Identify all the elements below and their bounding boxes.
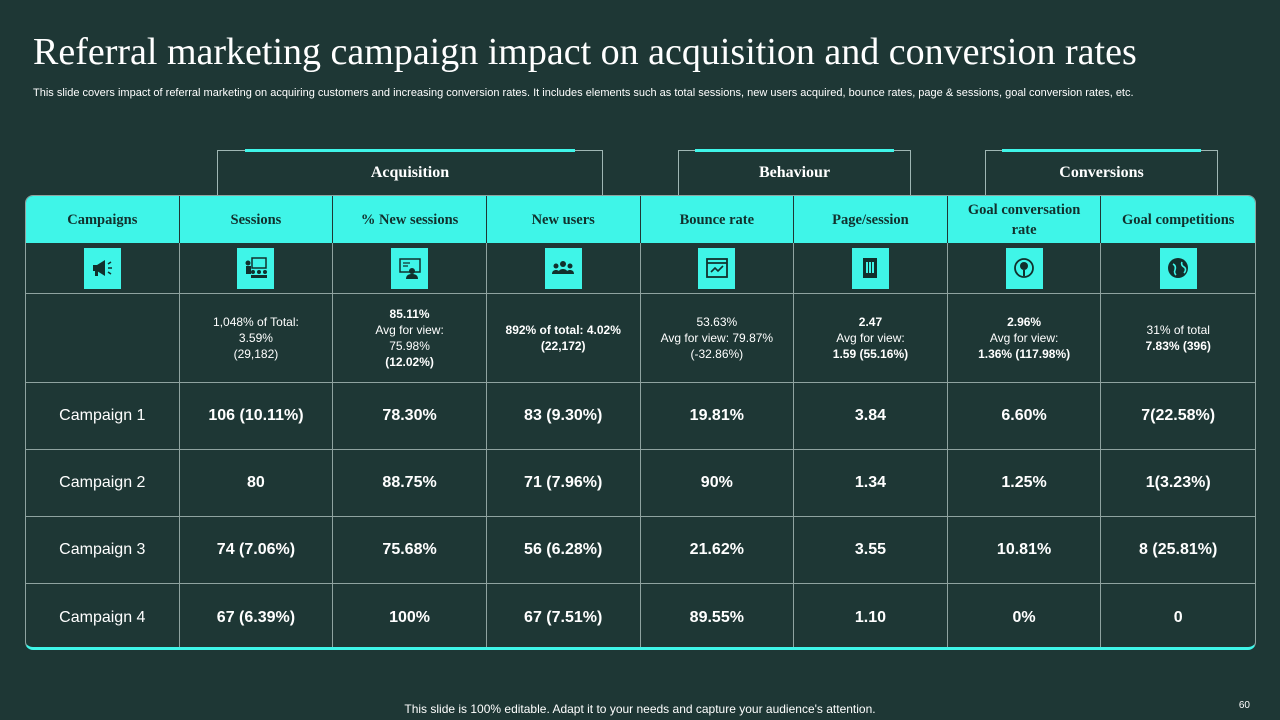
bounce-rate-value: 89.55% [641, 584, 795, 647]
browser-icon [698, 247, 736, 289]
table-row: Campaign 1 106 (10.11%) 78.30% 83 (9.30%… [26, 383, 1255, 450]
new-sessions-value: 88.75% [333, 450, 487, 516]
campaign-name: Campaign 2 [26, 450, 180, 516]
bounce-rate-value: 19.81% [641, 383, 795, 449]
slide-subtitle: This slide covers impact of referral mar… [33, 87, 1134, 99]
summary-new-sessions: 85.11% Avg for view: 75.98% (12.02%) [333, 294, 487, 382]
user-screen-icon [391, 247, 429, 289]
group-conversions: Conversions [985, 149, 1218, 195]
new-sessions-value: 100% [333, 584, 487, 647]
header-page-session: Page/session [794, 196, 948, 243]
bounce-rate-value: 90% [641, 450, 795, 516]
header-new-sessions: % New sessions [333, 196, 487, 243]
sessions-value: 67 (6.39%) [180, 584, 334, 647]
campaign-name: Campaign 4 [26, 584, 180, 647]
sessions-value: 80 [180, 450, 334, 516]
campaign-name: Campaign 1 [26, 383, 180, 449]
table-row: Campaign 3 74 (7.06%) 75.68% 56 (6.28%) … [26, 517, 1255, 584]
campaign-name: Campaign 3 [26, 517, 180, 583]
goal-completions-value: 1(3.23%) [1145, 474, 1211, 491]
header-sessions: Sessions [180, 196, 334, 243]
slide-title: Referral marketing campaign impact on ac… [33, 31, 1137, 73]
page-session-value: 3.55 [794, 517, 948, 583]
goal-completions-value: 0 [1173, 608, 1183, 626]
summary-new-users: 892% of total: 4.02% (22,172) [487, 294, 641, 382]
team-icon [544, 247, 582, 289]
page-session-value: 3.84 [794, 383, 948, 449]
new-sessions-value: 75.68% [333, 517, 487, 583]
page-number: 60 [1238, 700, 1250, 711]
summary-row: 1,048% of Total: 3.59% (29,182) 85.11% Avg … [26, 294, 1255, 383]
header-row: Campaigns Sessions % New sessions New us… [26, 196, 1255, 243]
goal-conversion-value: 1.25% [948, 450, 1102, 516]
globe-icon [1159, 247, 1197, 289]
goal-conversion-value: 0% [948, 584, 1102, 647]
goal-conversion-value: 6.60% [948, 383, 1102, 449]
group-behaviour: Behaviour [678, 149, 911, 195]
summary-campaigns [26, 294, 180, 382]
new-users-value: 71 (7.96%) [487, 450, 641, 516]
page-session-value: 1.10 [794, 584, 948, 647]
header-new-users: New users [487, 196, 641, 243]
group-acquisition: Acquisition [217, 149, 603, 195]
new-users-value: 56 (6.28%) [487, 517, 641, 583]
summary-page-session: 2.47 Avg for view: 1.59 (55.16%) [794, 294, 948, 382]
goal-completions-value: 8 (25.81%) [1139, 541, 1218, 558]
summary-sessions: 1,048% of Total: 3.59% (29,182) [180, 294, 334, 382]
presentation-icon [237, 247, 275, 289]
sessions-value: 106 (10.11%) [180, 383, 334, 449]
icon-row [26, 243, 1255, 294]
footer-note: This slide is 100% editable. Adapt it to… [404, 702, 876, 716]
summary-goal-completions: 31% of total 7.83% (396) [1145, 323, 1211, 353]
table-row: Campaign 4 67 (6.39%) 100% 67 (7.51%) 89… [26, 584, 1255, 647]
header-goal-completions: Goal competitions [1122, 211, 1235, 228]
new-users-value: 83 (9.30%) [487, 383, 641, 449]
new-sessions-value: 78.30% [333, 383, 487, 449]
megaphone-icon [83, 247, 121, 289]
goal-completions-value: 7(22.58%) [1141, 407, 1216, 424]
table-row: Campaign 2 80 88.75% 71 (7.96%) 90% 1.34… [26, 450, 1255, 517]
header-bounce-rate: Bounce rate [641, 196, 795, 243]
header-campaigns: Campaigns [26, 196, 180, 243]
new-users-value: 67 (7.51%) [487, 584, 641, 647]
metrics-table: Campaigns Sessions % New sessions New us… [25, 195, 1256, 650]
document-icon [851, 247, 889, 289]
header-goal-conversion: Goal conversation rate [948, 196, 1102, 243]
goal-conversion-value: 10.81% [948, 517, 1102, 583]
summary-bounce-rate: 53.63% Avg for view: 79.87% (-32.86%) [641, 294, 795, 382]
sessions-value: 74 (7.06%) [180, 517, 334, 583]
bounce-rate-value: 21.62% [641, 517, 795, 583]
page-session-value: 1.34 [794, 450, 948, 516]
summary-goal-conversion: 2.96% Avg for view: 1.36% (117.98%) [948, 294, 1102, 382]
target-icon [1005, 247, 1043, 289]
